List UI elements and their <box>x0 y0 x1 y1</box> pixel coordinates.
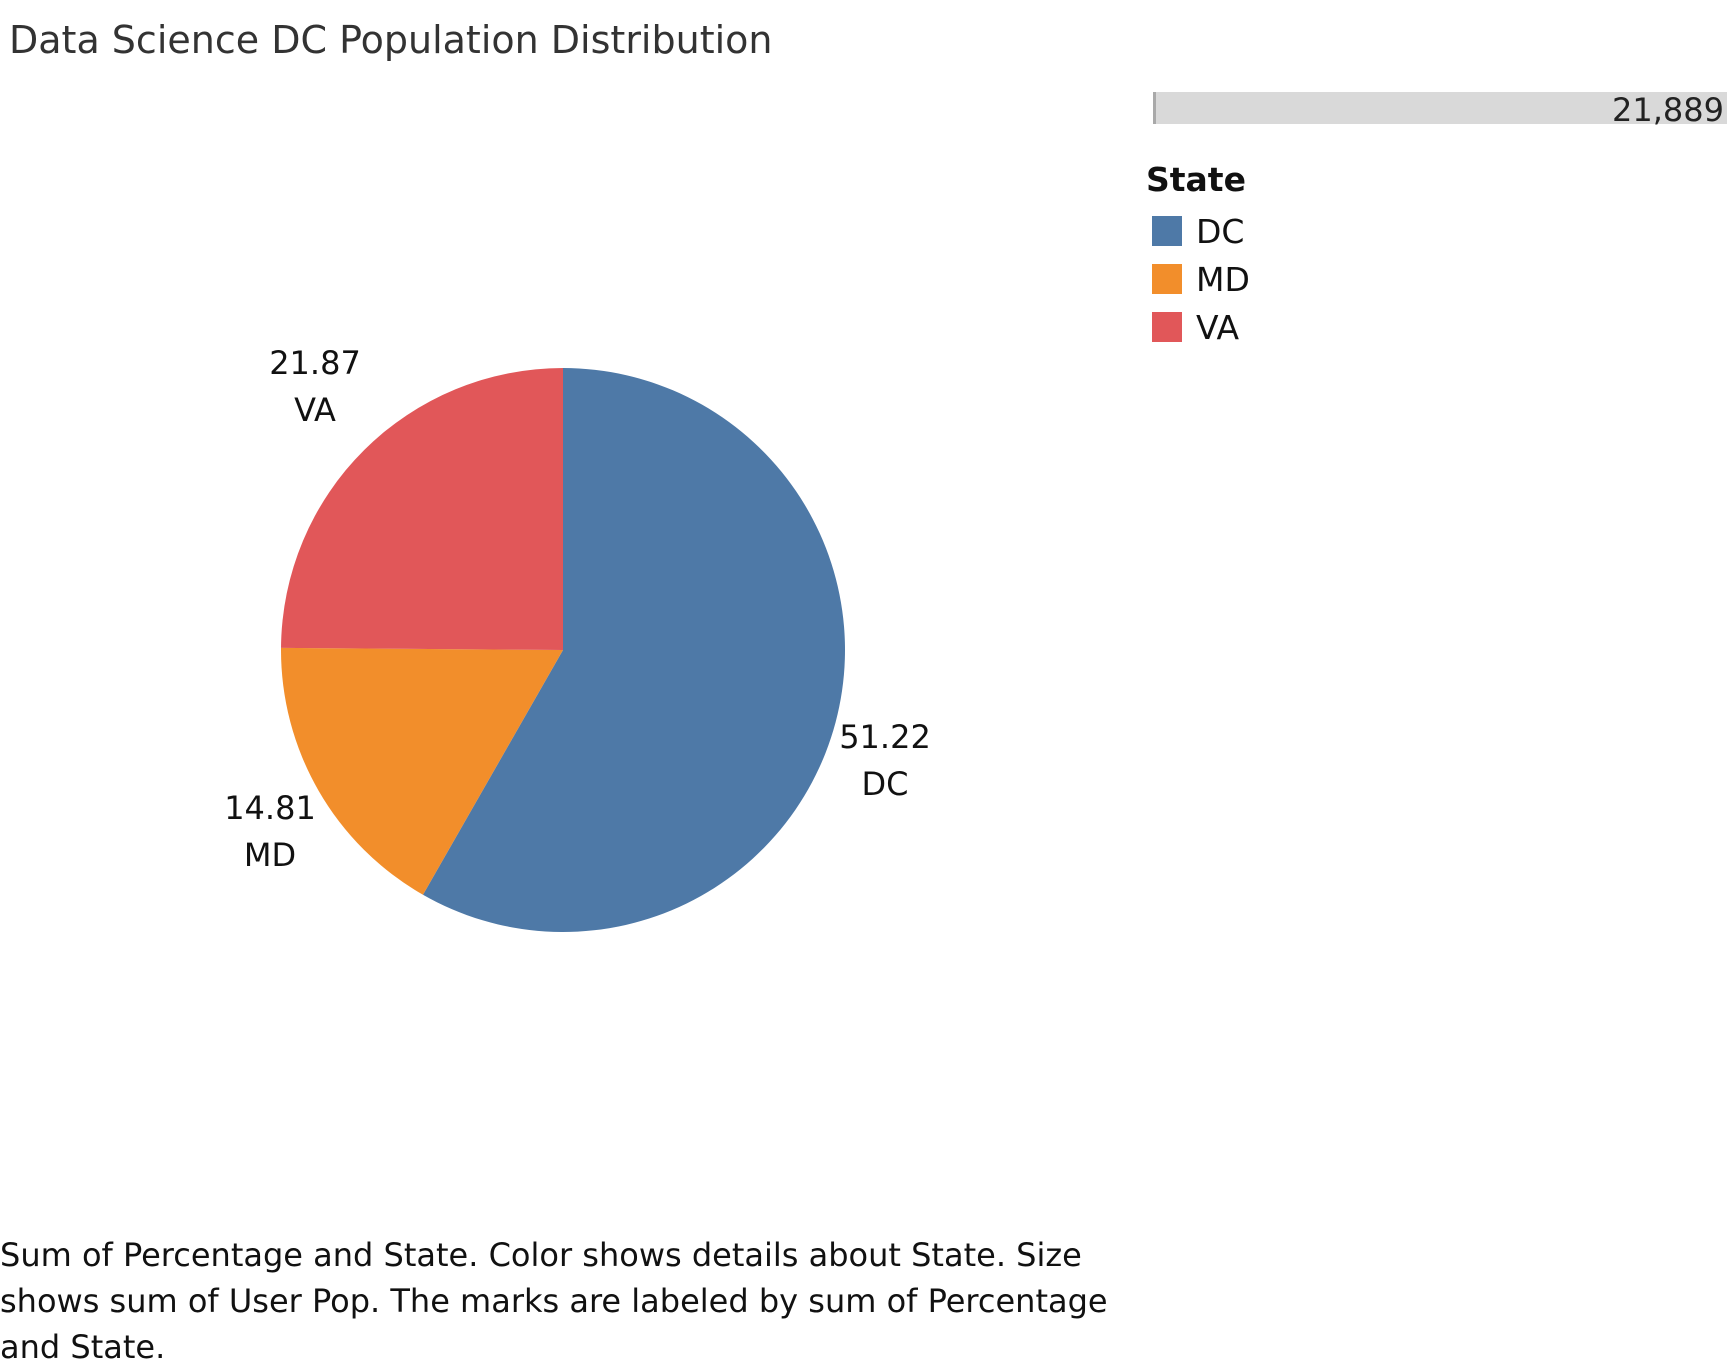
legend-title: State <box>1146 160 1246 199</box>
legend-swatch-va <box>1152 312 1182 342</box>
legend-swatch-md <box>1152 264 1182 294</box>
slice-value-label-dc: 51.22 <box>839 718 931 756</box>
pie-slice-dc[interactable] <box>422 368 845 932</box>
slice-category-label-md: MD <box>244 836 296 874</box>
slice-value-label-md: 14.81 <box>224 789 316 827</box>
legend-label-dc: DC <box>1196 211 1245 251</box>
slice-category-label-dc: DC <box>862 765 909 803</box>
size-legend-value: 21,889 <box>1612 91 1724 129</box>
pie-slice-md[interactable] <box>281 647 563 895</box>
slice-value-label-va: 21.87 <box>269 344 361 382</box>
legend-label-va: VA <box>1196 307 1240 347</box>
legend-swatch-dc <box>1152 216 1182 246</box>
slice-category-label-va: VA <box>294 391 336 429</box>
pie-slice-va[interactable] <box>281 368 563 650</box>
legend-item-va[interactable]: VA <box>1146 303 1250 351</box>
size-legend: 21,889 <box>1153 89 1727 129</box>
legend-label-md: MD <box>1196 259 1250 299</box>
chart-title: Data Science DC Population Distribution <box>9 18 773 62</box>
size-legend-bar <box>1153 92 1727 124</box>
chart-caption: Sum of Percentage and State. Color shows… <box>0 1236 1108 1366</box>
legend-item-dc[interactable]: DC <box>1146 207 1250 255</box>
color-legend[interactable]: State DC MD VA <box>1146 160 1250 351</box>
legend-item-md[interactable]: MD <box>1146 255 1250 303</box>
